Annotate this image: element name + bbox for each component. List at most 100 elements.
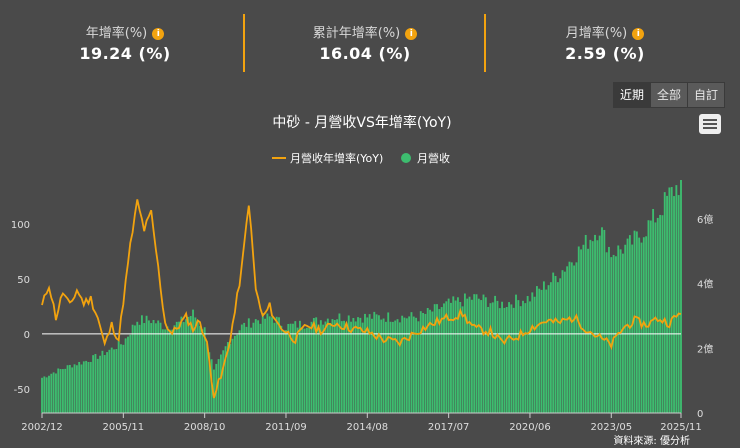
revenue-bar — [424, 313, 427, 413]
revenue-bar — [99, 355, 102, 413]
stat-label: 月增率(%) i — [485, 22, 725, 41]
legend-item-revenue[interactable]: 月營收 — [401, 151, 450, 165]
revenue-bar — [433, 304, 436, 413]
revenue-bar — [213, 369, 215, 413]
legend-item-yoy[interactable]: 月營收年增率(YoY) — [272, 151, 383, 165]
revenue-bar — [266, 313, 269, 413]
x-tick-label: 2017/07 — [428, 422, 470, 433]
revenue-bar — [168, 329, 171, 413]
revenue-bar — [529, 301, 531, 413]
revenue-bar — [92, 355, 95, 413]
revenue-bar — [273, 322, 276, 413]
revenue-bar — [180, 316, 183, 413]
stat-label: 年增率(%) i — [5, 22, 245, 41]
revenue-bar — [361, 322, 364, 413]
revenue-bar — [124, 338, 127, 413]
revenue-bar — [384, 321, 387, 413]
revenue-bar — [120, 344, 122, 413]
revenue-bar — [310, 321, 313, 413]
revenue-bar — [605, 252, 608, 413]
revenue-bar — [315, 317, 318, 413]
revenue-bar — [542, 281, 545, 413]
revenue-bar — [296, 327, 299, 413]
revenue-bar — [324, 321, 327, 413]
x-tick-label: 2011/09 — [265, 422, 307, 433]
revenue-bar — [470, 299, 473, 413]
revenue-bar — [661, 215, 664, 413]
revenue-bar — [461, 306, 464, 413]
stat-label: 累計年增率(%) i — [245, 22, 485, 41]
revenue-bar — [101, 350, 104, 413]
revenue-bar — [659, 214, 662, 413]
revenue-bar — [338, 313, 341, 413]
revenue-bar — [89, 361, 92, 413]
revenue-bar — [115, 349, 118, 413]
revenue-bar — [271, 317, 273, 413]
revenue-bar — [663, 192, 666, 413]
info-icon[interactable]: i — [405, 28, 418, 40]
stats-bar: 年增率(%) i 19.24 (%) 累計年增率(%) i 16.04 (%) 月增… — [0, 0, 740, 80]
revenue-bar — [547, 285, 550, 413]
revenue-bar — [617, 245, 620, 413]
revenue-bar — [75, 365, 78, 413]
stat-label-text: 年增率(%) — [85, 26, 148, 41]
revenue-bar — [187, 316, 190, 413]
revenue-bar — [143, 323, 146, 413]
revenue-bar — [226, 342, 229, 413]
revenue-bar — [48, 375, 50, 413]
revenue-bar — [152, 320, 155, 413]
revenue-bar — [503, 307, 506, 413]
revenue-bar — [426, 308, 429, 413]
revenue-bar — [398, 322, 401, 413]
revenue-bar — [224, 346, 227, 413]
revenue-bar — [82, 361, 85, 413]
revenue-bar — [494, 295, 497, 413]
revenue-bar — [45, 377, 48, 413]
revenue-bar — [136, 321, 139, 413]
revenue-bar — [359, 317, 362, 413]
revenue-bar — [624, 244, 627, 413]
revenue-bar — [292, 323, 294, 413]
revenue-bar — [50, 373, 53, 413]
revenue-bar — [577, 246, 580, 413]
revenue-bar — [145, 315, 148, 413]
revenue-bar — [57, 368, 60, 413]
revenue-bar — [510, 304, 513, 413]
revenue-bar — [208, 352, 211, 413]
info-icon[interactable]: i — [152, 28, 165, 40]
revenue-bar — [501, 301, 504, 413]
revenue-bar — [52, 372, 55, 413]
revenue-bar — [598, 235, 601, 413]
revenue-bar — [522, 300, 524, 413]
revenue-bar — [312, 318, 315, 413]
revenue-bar — [531, 292, 534, 413]
revenue-bar — [594, 234, 596, 413]
revenue-bar — [173, 325, 176, 413]
revenue-bar — [138, 324, 141, 413]
revenue-bar — [568, 261, 571, 413]
revenue-bar — [303, 328, 306, 413]
revenue-bar — [110, 347, 113, 413]
revenue-bar — [603, 229, 606, 413]
info-icon[interactable]: i — [632, 28, 645, 40]
revenue-bar — [171, 329, 174, 413]
revenue-bar — [396, 319, 399, 413]
revenue-bar — [331, 319, 334, 413]
legend: 月營收年增率(YoY) 月營收 — [272, 151, 450, 165]
revenue-bar — [647, 220, 650, 413]
revenue-bar — [201, 329, 204, 413]
range-button-custom[interactable]: 自訂 — [687, 82, 726, 108]
revenue-bar — [233, 335, 236, 413]
revenue-bar — [340, 321, 343, 413]
revenue-bar — [231, 338, 234, 413]
revenue-bar — [403, 317, 406, 413]
legend-label: 月營收 — [417, 151, 450, 165]
revenue-bar — [175, 321, 178, 413]
hamburger-menu-icon[interactable] — [699, 114, 721, 134]
revenue-bar — [371, 318, 373, 413]
y-left-tick-label: 100 — [11, 220, 30, 231]
revenue-bar — [559, 278, 562, 413]
revenue-bar — [628, 235, 631, 413]
revenue-bar — [43, 376, 46, 413]
